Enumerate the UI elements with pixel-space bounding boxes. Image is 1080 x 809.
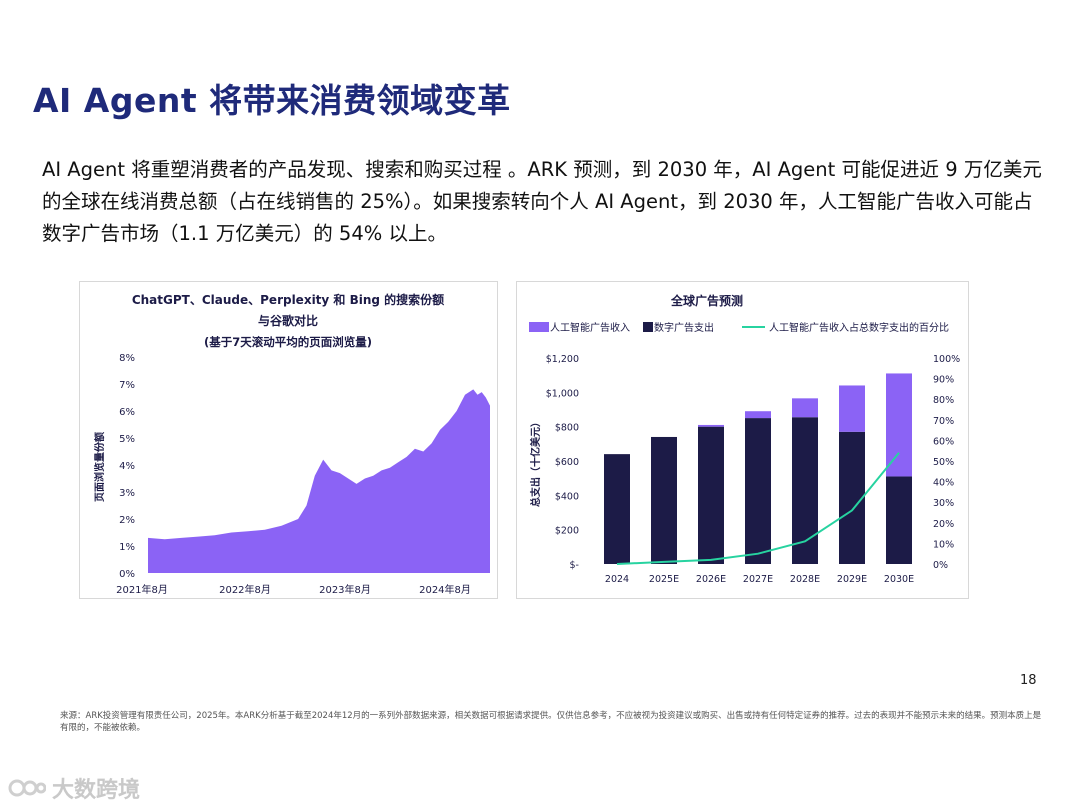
y2-tick-label: 50% [933,457,954,468]
chart-title-line1: ChatGPT、Claude、Perplexity 和 Bing 的搜索份额 [132,292,444,307]
y2-tick-label: 0% [933,560,948,571]
x-tick-label: 2029E [837,574,867,585]
bar-digital-ad-spend [698,426,724,564]
y2-tick-label: 20% [933,519,954,530]
legend-label-digital: 数字广告支出 [654,321,714,334]
y-tick-label: 1% [119,542,135,553]
y-tick-label: $- [570,560,579,571]
x-tick-label: 2025E [649,574,679,585]
y-tick-label: 0% [119,569,135,580]
ai-share-line [616,452,900,565]
y-tick-label: 5% [119,434,135,445]
x-tick-label: 2024 [605,574,629,585]
x-tick-label: 2030E [884,574,914,585]
search-share-area [148,389,490,573]
y2-tick-label: 30% [933,498,954,509]
y-tick-label: $1,200 [546,354,579,365]
bar-digital-ad-spend [604,454,630,564]
y-tick-label: $200 [555,526,579,537]
y-axis-label: 页面浏览量份额 [93,432,106,502]
y-tick-label: 4% [119,461,135,472]
bar-ai-ad-revenue [886,373,912,477]
watermark-logo-icon [8,779,46,797]
legend-swatch-digital [643,322,653,332]
y2-tick-label: 40% [933,478,954,489]
y-tick-label: 3% [119,488,135,499]
legend-label-ai: 人工智能广告收入 [550,321,630,334]
y-tick-label: 7% [119,380,135,391]
y-tick-label: 8% [119,353,135,364]
y2-tick-label: 80% [933,395,954,406]
bar-ai-ad-revenue [745,411,771,419]
y-tick-label: $600 [555,457,579,468]
bar-ai-ad-revenue [839,385,865,432]
y-tick-label: 6% [119,407,135,418]
y-tick-label: $400 [555,491,579,502]
bar-ai-ad-revenue [792,398,818,418]
x-tick-label: 2022年8月 [219,583,271,596]
y-tick-label: 2% [119,515,135,526]
x-tick-label: 2026E [696,574,726,585]
watermark-text: 大数跨境 [52,778,141,803]
x-tick-label: 2027E [743,574,773,585]
y2-tick-label: 90% [933,375,954,386]
y2-tick-label: 70% [933,416,954,427]
y-axis-label: 总支出（十亿美元） [529,417,542,507]
chart-title-line2: 与谷歌对比 [258,313,318,328]
legend-swatch-ai [529,322,549,332]
y-tick-label: $800 [555,423,579,434]
y2-tick-label: 10% [933,539,954,550]
x-tick-label: 2024年8月 [419,583,471,596]
legend-label-pct: 人工智能广告收入占总数字支出的百分比 [769,321,949,334]
y2-tick-label: 60% [933,436,954,447]
page-number: 18 [1020,673,1037,688]
search-share-chart: ChatGPT、Claude、Perplexity 和 Bing 的搜索份额 与… [79,281,498,599]
global-ad-forecast-chart: 全球广告预测 人工智能广告收入 数字广告支出 人工智能广告收入占总数字支出的百分… [516,281,969,599]
x-tick-label: 2028E [790,574,820,585]
source-footnote: 来源：ARK投资管理有限责任公司，2025年。本ARK分析基于截至2024年12… [60,711,1042,733]
bar-digital-ad-spend [792,417,818,564]
chart-title: 全球广告预测 [670,293,743,308]
slide-body-text: AI Agent 将重塑消费者的产品发现、搜索和购买过程 。ARK 预测，到 2… [42,158,1042,245]
chart-subtitle: (基于7天滚动平均的页面浏览量) [204,335,372,349]
bar-digital-ad-spend [745,418,771,564]
legend: 人工智能广告收入 数字广告支出 人工智能广告收入占总数字支出的百分比 [529,321,949,334]
bar-ai-ad-revenue [698,424,724,427]
y2-tick-label: 100% [933,354,960,365]
bar-digital-ad-spend [651,436,677,564]
y-tick-label: $1,000 [546,388,579,399]
bar-digital-ad-spend [886,476,912,564]
watermark: 大数跨境 [8,772,140,804]
bar-digital-ad-spend [839,431,865,564]
x-tick-label: 2021年8月 [116,583,168,596]
slide-title: AI Agent 将带来消费领域变革 [33,81,511,120]
x-tick-label: 2023年8月 [319,583,371,596]
